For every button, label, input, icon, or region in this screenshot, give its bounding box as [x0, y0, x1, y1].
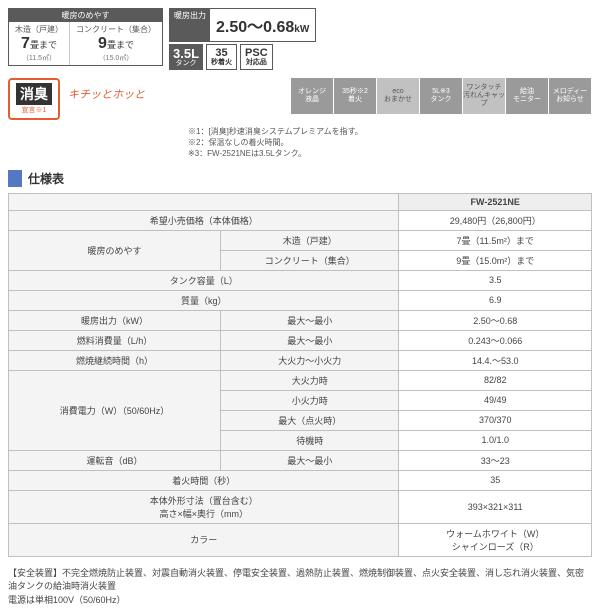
- feat-lcd: オレンジ液晶: [291, 78, 334, 114]
- meyasu-box: 暖房のめやす 木造（戸建） 7畳まで （11.5㎡） コンクリート（集合） 9畳…: [8, 8, 163, 66]
- feat-melody: メロディーお知らせ: [549, 78, 592, 114]
- badge-psc: PSC対応品: [240, 44, 273, 70]
- section-title: 仕様表: [8, 170, 592, 187]
- top-badges: 暖房のめやす 木造（戸建） 7畳まで （11.5㎡） コンクリート（集合） 9畳…: [8, 8, 592, 70]
- footnotes: ※1：[消臭]秒速消臭システムプレミアムを指す。 ※2：保温なしの着火時間。 ※…: [188, 126, 592, 160]
- badge-tank: 3.5Lタンク: [169, 44, 203, 70]
- model-head: FW-2521NE: [399, 193, 592, 210]
- row2: 消臭 宣言※1 キチッとホッと オレンジ液晶 35秒※2着火 ecoおまかせ 5…: [8, 78, 592, 120]
- feat-5l: 5L※3タンク: [420, 78, 463, 114]
- feat-35s: 35秒※2着火: [334, 78, 377, 114]
- badge-ignition: 35秒着火: [206, 44, 237, 70]
- meyasu-cell-concrete: コンクリート（集合） 9畳まで （15.0㎡）: [69, 22, 162, 65]
- feat-cap: ワンタッチ汚れんキャップ: [463, 78, 506, 114]
- feat-monitor: 給油モニター: [506, 78, 549, 114]
- safety-note: 【安全装置】不完全燃焼防止装置、対震自動消火装置、停電安全装置、過熱防止装置、燃…: [8, 567, 592, 608]
- shoshu-badge: 消臭 宣言※1: [8, 78, 60, 120]
- feat-eco: ecoおまかせ: [377, 78, 420, 114]
- meyasu-cell-wood: 木造（戸建） 7畳まで （11.5㎡）: [9, 22, 69, 65]
- spec-table: FW-2521NE 希望小売価格（本体価格）29,480円（26,800円） 暖…: [8, 193, 592, 557]
- feature-icons: オレンジ液晶 35秒※2着火 ecoおまかせ 5L※3タンク ワンタッチ汚れんキ…: [291, 78, 592, 114]
- meyasu-header: 暖房のめやす: [9, 9, 162, 22]
- output-box: 暖房出力 2.50～0.68kW 3.5Lタンク 35秒着火 PSC対応品: [169, 8, 316, 70]
- output-header: 暖房出力: [170, 9, 210, 41]
- kichitto-text: キチッとホッと: [68, 86, 145, 102]
